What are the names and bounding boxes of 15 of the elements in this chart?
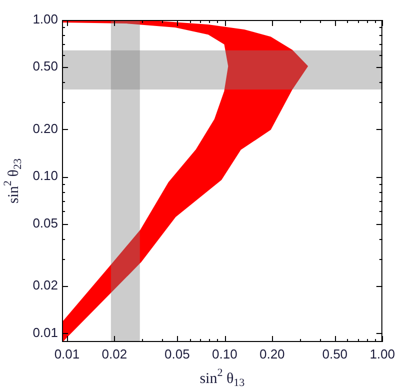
x-tick-label: 0.20 <box>259 346 285 362</box>
x-tick-label: 0.01 <box>54 346 80 362</box>
x-tick-label: 0.05 <box>164 346 190 362</box>
y-tick-label: 1.00 <box>32 12 58 27</box>
y-axis-title: sin2 θ23 <box>2 158 24 204</box>
y-tick-label: 0.02 <box>32 278 58 293</box>
y-tick-label: 0.10 <box>32 168 58 184</box>
y-tick-label: 0.05 <box>32 215 58 230</box>
y-tick-label: 0.50 <box>32 58 58 74</box>
x-tick-label: 0.02 <box>102 346 128 362</box>
y-tick-label: 0.01 <box>32 324 58 340</box>
x-tick-label: 0.50 <box>322 346 348 362</box>
x-tick-label: 1.00 <box>370 346 396 362</box>
y-tick-label: 0.20 <box>32 121 58 136</box>
x-tick-label: 0.10 <box>212 346 238 362</box>
